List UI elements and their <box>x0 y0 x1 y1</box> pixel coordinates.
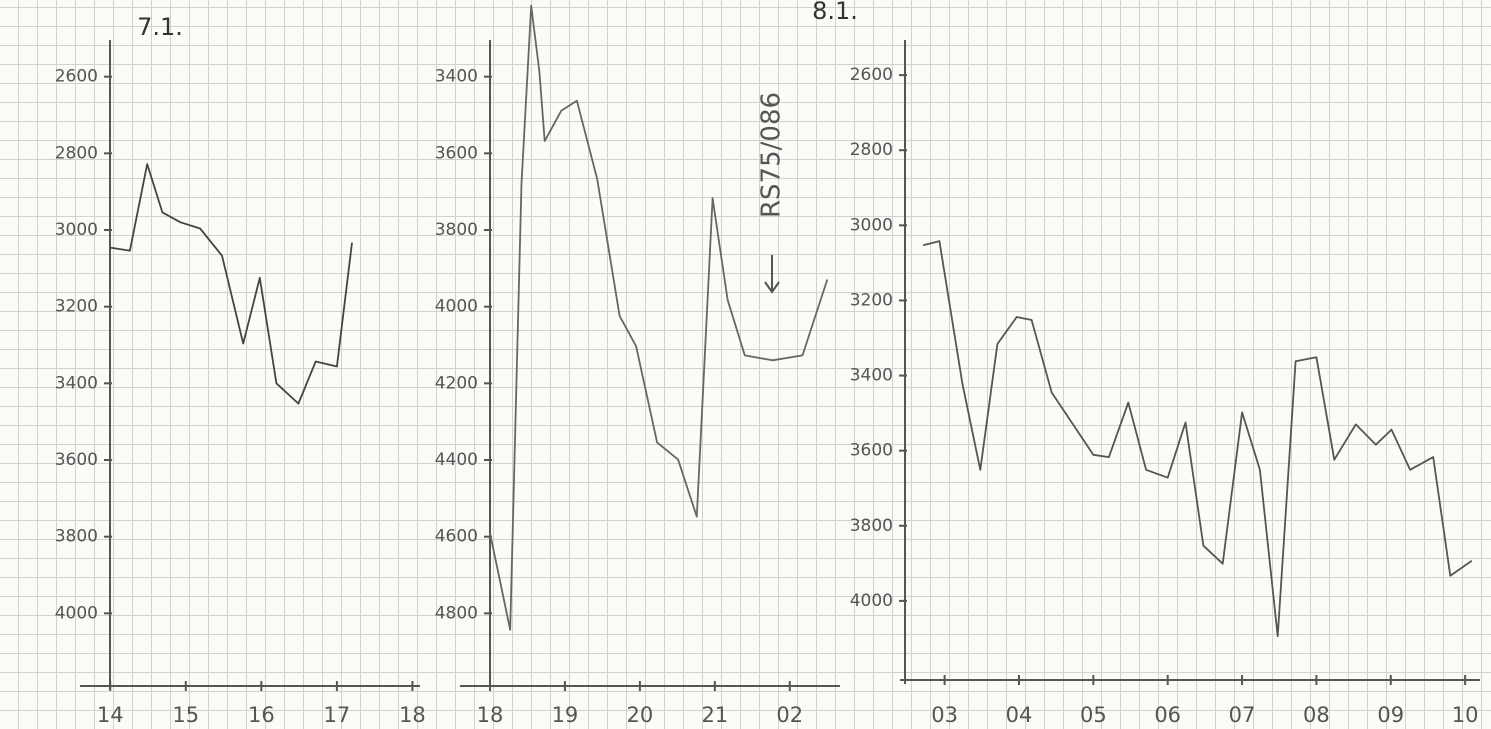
x-tick-label: 04 <box>1006 703 1033 727</box>
x-tick-label: 02 <box>776 703 803 727</box>
arrow <box>764 255 780 294</box>
y-tick-label: 4800 <box>435 603 478 623</box>
x-tick-label: 06 <box>1154 703 1181 727</box>
x-tick-label: 21 <box>701 703 728 727</box>
y-tick-label: 3000 <box>55 220 98 240</box>
x-tick-label: 14 <box>97 703 124 727</box>
x-tick-label: 09 <box>1377 703 1404 727</box>
x-tick-label: 17 <box>324 703 351 727</box>
y-tick-label: 3200 <box>55 297 98 317</box>
x-tick-label: 15 <box>172 703 199 727</box>
x-tick-label: 19 <box>552 703 579 727</box>
y-tick-label: 3000 <box>850 215 893 235</box>
data-line <box>110 163 353 405</box>
annotation: RS75/086 <box>757 92 787 218</box>
y-tick-label: 3400 <box>435 67 478 87</box>
x-tick-label: 07 <box>1229 703 1256 727</box>
y-tick-label: 4200 <box>435 373 478 393</box>
y-tick-label: 3800 <box>55 527 98 547</box>
x-tick-label: 10 <box>1452 703 1479 727</box>
y-tick-label: 4000 <box>55 603 98 623</box>
x-tick-label: 05 <box>1080 703 1107 727</box>
y-tick-label: 2800 <box>55 143 98 163</box>
y-tick-label: 3600 <box>850 441 893 461</box>
panel-title: 7.1. <box>137 13 183 41</box>
y-tick-label: 3400 <box>850 366 893 386</box>
x-tick-label: 08 <box>1303 703 1330 727</box>
y-tick-label: 3600 <box>55 450 98 470</box>
x-tick-label: 03 <box>931 703 958 727</box>
x-tick-label: 18 <box>477 703 504 727</box>
y-tick-label: 4000 <box>850 591 893 611</box>
y-tick-label: 3200 <box>850 290 893 310</box>
y-tick-label: 2600 <box>55 67 98 87</box>
y-tick-label: 3400 <box>55 373 98 393</box>
y-tick-label: 3600 <box>435 143 478 163</box>
x-tick-label: 18 <box>399 703 426 727</box>
y-tick-label: 4600 <box>435 527 478 547</box>
x-tick-label: 20 <box>627 703 654 727</box>
y-tick-label: 2600 <box>850 65 893 85</box>
y-tick-label: 2800 <box>850 140 893 160</box>
y-tick-label: 4000 <box>435 297 478 317</box>
y-tick-label: 4400 <box>435 450 478 470</box>
data-line <box>489 4 829 631</box>
y-tick-label: 3800 <box>850 516 893 536</box>
y-tick-label: 3800 <box>435 220 478 240</box>
panel-title: 8.1. <box>812 0 858 25</box>
x-tick-label: 16 <box>248 703 275 727</box>
data-line <box>922 240 1473 638</box>
